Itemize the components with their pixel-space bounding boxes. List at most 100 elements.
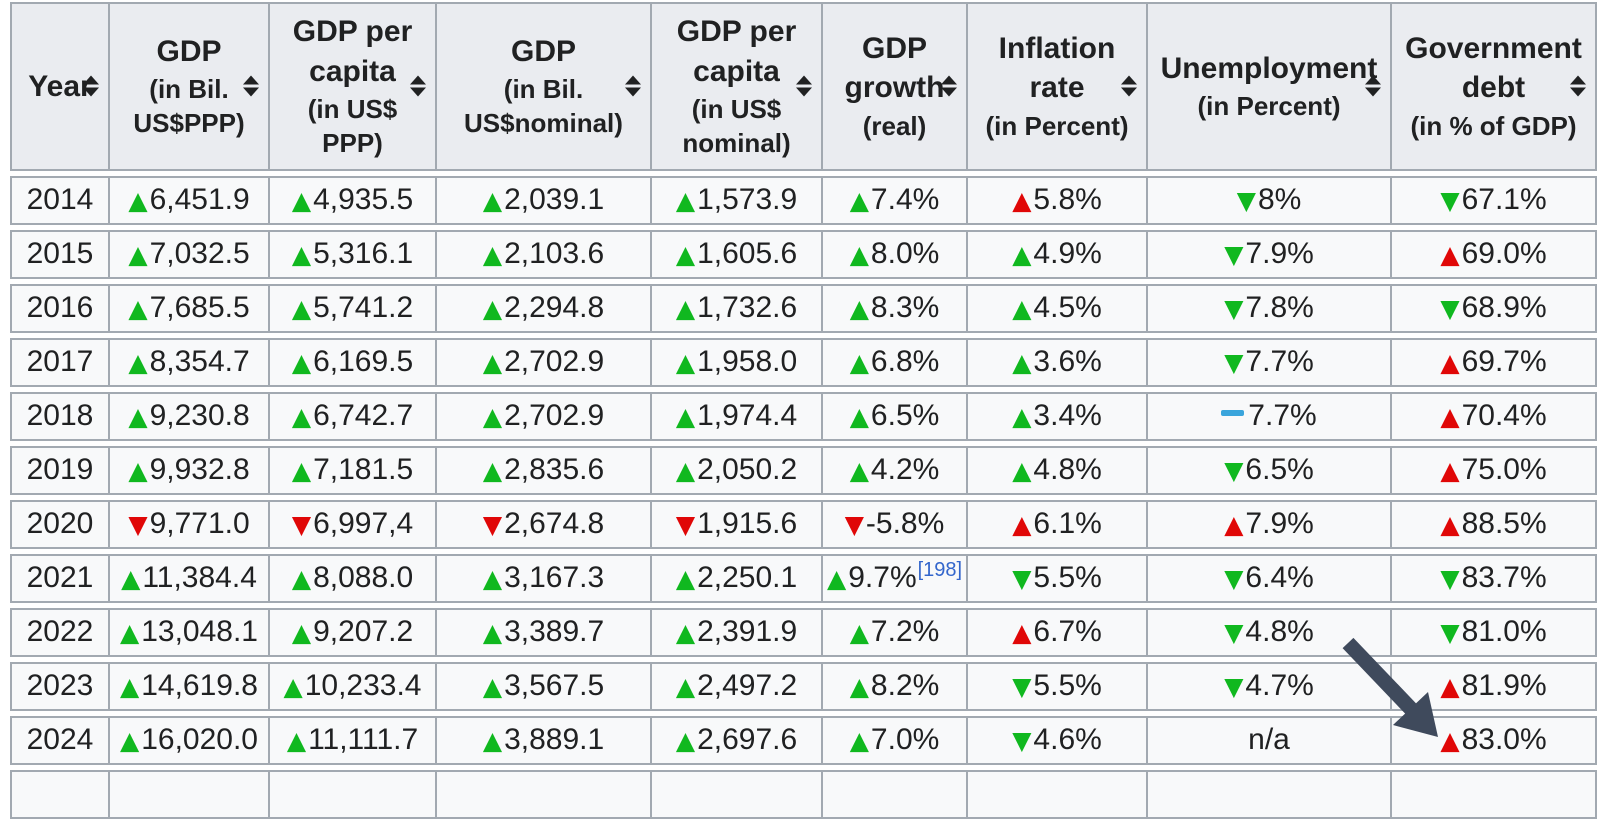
table-row: 2017 ▲8,354.7 ▲6,169.5 ▲2,702.9 ▲1,958.0 ▲6.8… — [10, 337, 1597, 387]
up-red-triangle-icon: ▲ — [1012, 186, 1032, 216]
column-header-gdp_per_capita_nominal[interactable]: GDP per capita (in US$ nominal) — [652, 2, 823, 171]
up-green-triangle-icon: ▲ — [849, 294, 869, 324]
data-cell: ▲3,389.7 — [437, 607, 652, 657]
data-cell: ▲69.0% — [1392, 229, 1597, 279]
sort-icon[interactable] — [1365, 75, 1381, 97]
down-green-triangle-icon: ▼ — [1440, 618, 1460, 648]
column-title: Unemployment — [1160, 51, 1378, 85]
data-cell: ▲4.2% — [823, 445, 968, 495]
up-green-triangle-icon: ▲ — [291, 294, 312, 324]
up-green-triangle-icon: ▲ — [482, 672, 503, 702]
table-row: 2014 ▲6,451.9 ▲4,935.5 ▲2,039.1 ▲1,573.9 ▲7.4… — [10, 175, 1597, 225]
data-cell: ▲4.5% — [968, 283, 1148, 333]
sort-icon[interactable] — [1121, 75, 1137, 97]
steady-dash-icon — [1221, 410, 1245, 417]
data-cell: ▼6.5% — [1148, 445, 1392, 495]
down-green-triangle-icon: ▼ — [1224, 564, 1244, 594]
up-green-triangle-icon: ▲ — [849, 402, 869, 432]
down-green-triangle-icon: ▼ — [1236, 186, 1256, 216]
data-cell: ▲10,233.4 — [270, 661, 437, 711]
table-row: 2016 ▲7,685.5 ▲5,741.2 ▲2,294.8 ▲1,732.6 ▲8.3… — [10, 283, 1597, 333]
column-header-government_debt[interactable]: Government debt (in % of GDP) — [1392, 2, 1597, 171]
column-title: Inflation rate — [998, 31, 1116, 105]
sort-icon[interactable] — [796, 75, 812, 97]
data-cell: ▲70.4% — [1392, 391, 1597, 441]
up-red-triangle-icon: ▲ — [1440, 510, 1460, 540]
column-header-gdp_per_capita_ppp[interactable]: GDP per capita (in US$ PPP) — [270, 2, 437, 171]
data-cell: ▲8.2% — [823, 661, 968, 711]
column-subtitle: (in % of GDP) — [1410, 111, 1577, 142]
down-green-triangle-icon: ▼ — [1440, 186, 1460, 216]
down-red-triangle-icon: ▼ — [291, 510, 312, 540]
sort-icon[interactable] — [410, 75, 426, 97]
sort-icon[interactable] — [1570, 75, 1586, 97]
year-cell: 2016 — [10, 283, 110, 333]
year-cell: 2017 — [10, 337, 110, 387]
data-cell: ▲11,111.7 — [270, 715, 437, 765]
column-header-year[interactable]: Year — [10, 2, 110, 171]
column-header-unemployment[interactable]: Unemployment (in Percent) — [1148, 2, 1392, 171]
up-red-triangle-icon: ▲ — [1440, 240, 1460, 270]
up-red-triangle-icon: ▲ — [1440, 726, 1460, 756]
up-green-triangle-icon: ▲ — [482, 402, 503, 432]
column-title: GDP per capita — [676, 15, 797, 88]
sort-icon[interactable] — [243, 75, 259, 97]
up-green-triangle-icon: ▲ — [291, 456, 312, 486]
up-green-triangle-icon: ▲ — [482, 456, 503, 486]
data-cell: ▲6.8% — [823, 337, 968, 387]
data-cell: ▲8,088.0 — [270, 553, 437, 603]
data-cell: ▲7,032.5 — [110, 229, 270, 279]
data-cell — [1148, 769, 1392, 819]
up-green-triangle-icon: ▲ — [675, 726, 696, 756]
year-cell: 2018 — [10, 391, 110, 441]
year-cell: 2015 — [10, 229, 110, 279]
up-red-triangle-icon: ▲ — [1440, 348, 1460, 378]
data-cell: ▲1,573.9 — [652, 175, 823, 225]
data-cell: n/a — [1148, 715, 1392, 765]
data-cell: ▼5.5% — [968, 553, 1148, 603]
data-cell: ▲2,050.2 — [652, 445, 823, 495]
data-cell: ▲2,039.1 — [437, 175, 652, 225]
sort-icon[interactable] — [83, 75, 99, 97]
column-header-gdp_ppp[interactable]: GDP (in Bil. US$PPP) — [110, 2, 270, 171]
column-header-gdp_nominal[interactable]: GDP (in Bil. US$nominal) — [437, 2, 652, 171]
up-green-triangle-icon: ▲ — [675, 456, 696, 486]
down-red-triangle-icon: ▼ — [844, 510, 864, 540]
down-green-triangle-icon: ▼ — [1224, 348, 1244, 378]
column-title: Government debt — [1405, 31, 1582, 105]
up-green-triangle-icon: ▲ — [128, 294, 148, 324]
up-green-triangle-icon: ▲ — [1012, 294, 1032, 324]
year-cell: 2023 — [10, 661, 110, 711]
down-green-triangle-icon: ▼ — [1224, 618, 1244, 648]
year-cell: 2019 — [10, 445, 110, 495]
up-green-triangle-icon: ▲ — [849, 672, 869, 702]
up-green-triangle-icon: ▲ — [1012, 402, 1032, 432]
column-title: GDP — [510, 34, 576, 68]
up-red-triangle-icon: ▲ — [1012, 618, 1032, 648]
data-cell: ▼7.9% — [1148, 229, 1392, 279]
up-green-triangle-icon: ▲ — [291, 564, 312, 594]
data-cell: ▲2,391.9 — [652, 607, 823, 657]
up-green-triangle-icon: ▲ — [119, 726, 140, 756]
up-green-triangle-icon: ▲ — [675, 618, 696, 648]
year-cell: 2014 — [10, 175, 110, 225]
up-green-triangle-icon: ▲ — [128, 402, 148, 432]
up-green-triangle-icon: ▲ — [482, 564, 503, 594]
data-cell: ▼4.8% — [1148, 607, 1392, 657]
data-cell: ▼7.8% — [1148, 283, 1392, 333]
up-green-triangle-icon: ▲ — [1012, 240, 1032, 270]
column-subtitle: (in Bil. US$nominal) — [464, 74, 623, 139]
up-green-triangle-icon: ▲ — [291, 186, 312, 216]
up-green-triangle-icon: ▲ — [286, 726, 307, 756]
citation-link[interactable]: [198] — [917, 559, 963, 582]
table-row: 2020 ▼9,771.0 ▼6,997,4 ▼2,674.8 ▼1,915.6 ▼-5.… — [10, 499, 1597, 549]
down-green-triangle-icon: ▼ — [1012, 672, 1032, 702]
data-cell: ▲5.8% — [968, 175, 1148, 225]
up-green-triangle-icon: ▲ — [291, 348, 312, 378]
data-cell: ▲14,619.8 — [110, 661, 270, 711]
sort-icon[interactable] — [941, 75, 957, 97]
data-cell: 7.7% — [1148, 391, 1392, 441]
sort-icon[interactable] — [625, 75, 641, 97]
column-header-inflation_rate[interactable]: Inflation rate (in Percent) — [968, 2, 1148, 171]
column-header-gdp_growth[interactable]: GDP growth (real) — [823, 2, 968, 171]
